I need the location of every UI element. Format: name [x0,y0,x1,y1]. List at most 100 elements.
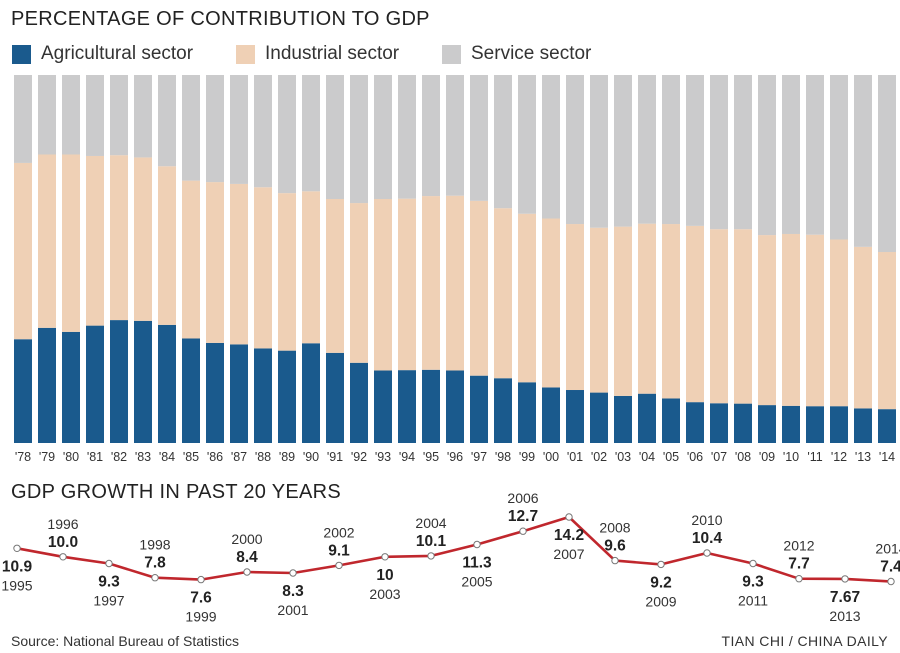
bar-agricultural-94 [398,370,416,443]
x-tick-label: '06 [687,450,703,464]
bar-service-82 [110,75,128,156]
x-tick-label: '78 [15,450,31,464]
bar-industrial-12 [830,239,848,407]
year-label-2007: 2007 [553,546,584,562]
bar-service-02 [590,75,608,228]
bar-industrial-95 [422,196,440,370]
year-label-2009: 2009 [645,593,676,609]
x-tick-label: '91 [327,450,343,464]
year-label-1998: 1998 [139,537,170,553]
bar-agricultural-06 [686,402,704,443]
x-tick-label: '07 [711,450,727,464]
bar-agricultural-83 [134,320,152,443]
bar-industrial-82 [110,155,128,321]
value-label-1999: 7.6 [190,590,212,607]
x-tick-label: '01 [567,450,583,464]
bar-service-10 [782,75,800,234]
x-tick-label: '89 [279,450,295,464]
x-tick-label: '05 [663,450,679,464]
data-point-2007 [565,513,573,521]
value-label-1998: 7.8 [144,555,166,572]
data-point-2008 [611,556,619,565]
bar-service-91 [326,75,344,200]
bar-service-92 [350,75,368,204]
bar-service-09 [758,75,776,236]
x-tick-label: '99 [519,450,535,464]
legend-swatch-industrial [236,44,255,64]
bar-agricultural-89 [278,350,296,443]
legend-service: Service sector [442,42,591,66]
legend-label-service: Service sector [471,43,592,64]
year-label-2012: 2012 [783,538,814,554]
data-point-2012 [795,575,803,583]
value-label-2004: 10.1 [416,533,447,550]
bar-agricultural-08 [734,403,752,443]
value-label-2014: 7.4 [880,559,900,576]
value-label-1997: 9.3 [98,574,120,591]
year-label-2000: 2000 [231,531,262,547]
x-tick-label: '11 [807,450,822,464]
bar-service-84 [158,75,176,167]
bar-service-79 [38,75,56,155]
year-label-2006: 2006 [507,490,538,506]
legend-swatch-service [442,44,461,64]
bar-industrial-98 [494,208,512,379]
bar-service-12 [830,75,848,240]
data-point-1996 [59,553,67,561]
line-chart-title: GDP GROWTH IN PAST 20 YEARS [11,481,342,503]
x-tick-label: '92 [351,450,367,464]
bar-agricultural-92 [350,362,368,443]
value-label-1995: 10.9 [2,558,33,575]
year-label-1999: 1999 [185,609,216,625]
bar-service-14 [878,75,896,253]
year-label-2002: 2002 [323,524,354,540]
legend-agricultural: Agricultural sector [12,42,193,66]
bar-industrial-01 [566,224,584,391]
data-point-2014 [887,577,895,586]
bar-service-13 [854,75,872,247]
value-label-2006: 12.7 [508,508,538,525]
bar-agricultural-79 [38,327,56,443]
bar-agricultural-84 [158,324,176,443]
bar-agricultural-93 [374,370,392,443]
bar-service-86 [206,75,224,183]
bar-industrial-84 [158,166,176,325]
bar-industrial-79 [38,154,56,328]
x-tick-label: '04 [639,450,655,464]
year-label-1995: 1995 [1,577,32,593]
x-tick-label: '81 [87,450,103,464]
legend-swatch-agricultural [12,44,31,64]
bar-industrial-11 [806,234,824,407]
gdp-growth-line [16,515,892,583]
bar-agricultural-86 [206,342,224,443]
bar-service-89 [278,75,296,194]
bar-agricultural-88 [254,348,272,443]
x-tick-label: '96 [447,450,463,464]
legend-label-agricultural: Agricultural sector [41,43,194,64]
bar-agricultural-87 [230,344,248,443]
bar-agricultural-81 [86,325,104,443]
bar-industrial-03 [614,226,632,396]
bar-service-83 [134,75,152,158]
year-label-2011: 2011 [738,593,768,609]
x-tick-label: '09 [759,450,775,464]
bar-service-81 [86,75,104,156]
bar-agricultural-05 [662,398,680,443]
x-tick-label: '12 [831,450,847,464]
value-label-2003: 10 [376,567,393,584]
bar-industrial-10 [782,233,800,406]
bar-industrial-78 [14,162,32,340]
bar-industrial-88 [254,187,272,349]
bar-industrial-02 [590,227,608,393]
data-point-2006 [519,527,527,535]
bar-agricultural-02 [590,392,608,443]
data-point-1995 [13,544,21,552]
x-tick-label: '14 [879,450,895,464]
value-label-2005: 11.3 [462,555,492,572]
year-label-2005: 2005 [461,574,492,590]
bar-industrial-83 [134,157,152,321]
bar-industrial-86 [206,182,224,343]
bar-agricultural-01 [566,390,584,443]
bar-service-99 [518,75,536,214]
